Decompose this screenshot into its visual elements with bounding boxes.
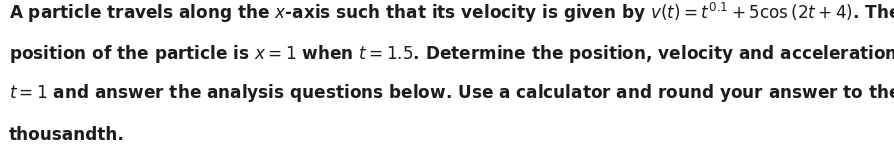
Text: A particle travels along the $x$-axis such that its velocity is given by $v(t) =: A particle travels along the $x$-axis su… xyxy=(9,0,894,25)
Text: $t = 1$ and answer the analysis questions below. Use a calculator and round your: $t = 1$ and answer the analysis question… xyxy=(9,82,894,104)
Text: position of the particle is $x = 1$ when $t = 1.5$. Determine the position, velo: position of the particle is $x = 1$ when… xyxy=(9,43,894,65)
Text: thousandth.: thousandth. xyxy=(9,126,124,144)
